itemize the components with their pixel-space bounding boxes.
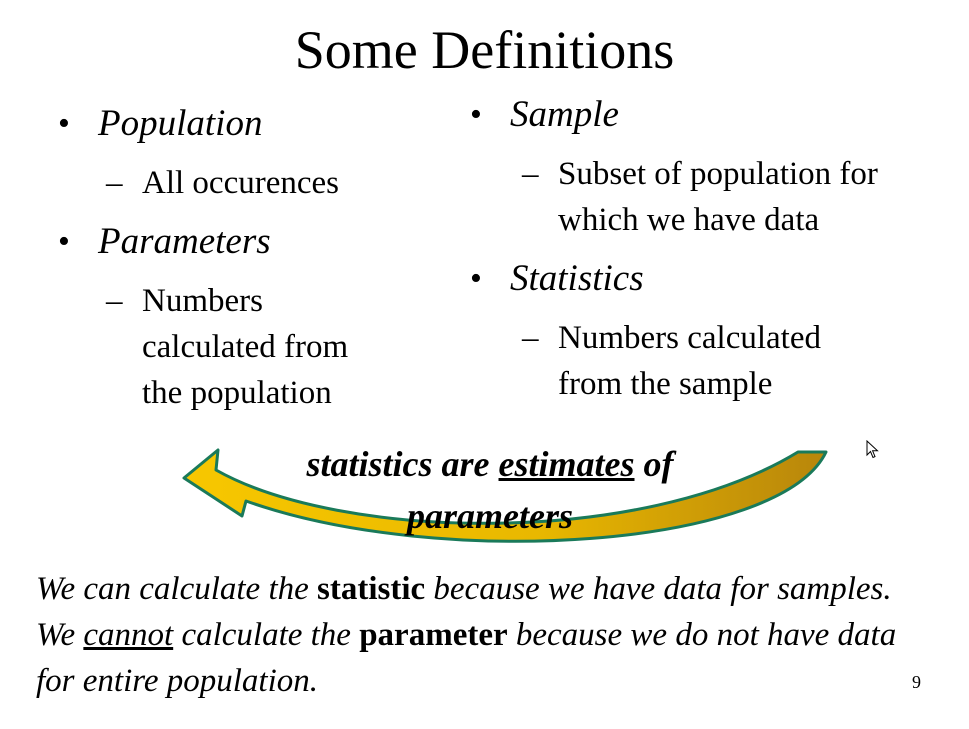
detail-line: All occurences: [142, 165, 339, 201]
mouse-pointer-icon: [866, 440, 879, 459]
bullet-population: • Population: [58, 103, 263, 145]
detail-line: calculated from: [142, 329, 349, 365]
detail-line: from the sample: [558, 366, 773, 402]
page-number: 9: [912, 672, 921, 692]
dash: –: [522, 320, 539, 356]
note-bold-statistic: statistic: [317, 571, 426, 607]
detail-population: – All occurences: [106, 160, 339, 206]
callout-line-2: parameters: [407, 496, 573, 536]
term-population: Population: [98, 103, 263, 144]
bullet-dot: •: [58, 105, 70, 142]
bullet-parameters: • Parameters: [58, 221, 271, 263]
detail-sample: – Subset of population for which we have…: [522, 151, 878, 243]
detail-line: Numbers: [142, 283, 263, 319]
callout-statement: statistics are estimates of parameters: [190, 438, 790, 542]
term-parameters: Parameters: [98, 221, 271, 262]
term-statistics: Statistics: [510, 258, 644, 299]
detail-line: the population: [142, 375, 332, 411]
note-bold-parameter: parameter: [359, 617, 508, 653]
bullet-statistics: • Statistics: [470, 258, 644, 300]
bullet-dot: •: [470, 260, 482, 297]
explanatory-note: We can calculate the statistic because w…: [36, 571, 897, 699]
detail-line: Subset of population for: [558, 156, 878, 192]
note-underline-cannot: cannot: [83, 617, 174, 653]
detail-statistics: – Numbers calculated from the sample: [522, 315, 821, 407]
slide-title: Some Definitions: [294, 20, 675, 80]
detail-line: which we have data: [558, 202, 820, 238]
bullet-dot: •: [470, 96, 482, 133]
detail-parameters: – Numbers calculated from the population: [106, 278, 349, 416]
dash: –: [106, 283, 123, 319]
callout-emphasis: estimates: [498, 444, 635, 484]
detail-line: Numbers calculated: [558, 320, 821, 356]
term-sample: Sample: [510, 94, 619, 135]
curved-arrow-shape: [182, 448, 828, 543]
bullet-dot: •: [58, 223, 70, 260]
bullet-sample: • Sample: [470, 94, 619, 136]
dash: –: [522, 156, 539, 192]
callout-line-1: statistics are estimates of: [306, 444, 674, 484]
dash: –: [106, 165, 123, 201]
